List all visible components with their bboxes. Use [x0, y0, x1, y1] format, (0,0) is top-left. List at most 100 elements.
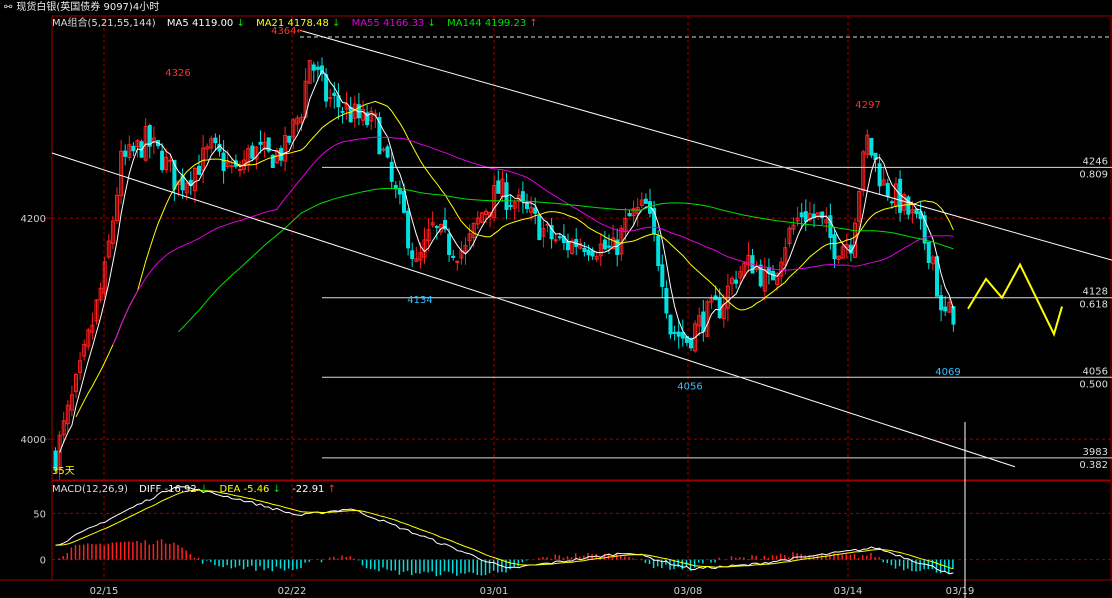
price-annotation: 4134	[407, 295, 432, 306]
candle-body	[775, 272, 780, 285]
candle-body	[783, 247, 788, 266]
candle-body	[369, 110, 374, 122]
diff-legend: DIFF -16.92 ↓	[139, 484, 208, 495]
candle-body	[508, 205, 513, 208]
ma5-legend: MA5 4119.00 ↓	[167, 18, 245, 29]
price-annotation: 4056	[677, 381, 702, 392]
candle-body	[65, 404, 70, 425]
candle-body	[225, 161, 230, 167]
candle-body	[61, 420, 66, 436]
candle-body	[221, 152, 226, 171]
candle-body	[385, 146, 390, 158]
candle-body	[86, 329, 91, 347]
chart-title-bar: ⚯ 现货白银(英国债券 9097)4小时	[0, 0, 1112, 16]
candle-body	[324, 74, 329, 102]
candle-body	[258, 141, 263, 145]
link-icon[interactable]: ⚯	[4, 2, 13, 13]
dea-legend: DEA -5.46 ↓	[220, 484, 282, 495]
candle-body	[566, 240, 570, 251]
dea-direction: ↓	[272, 484, 281, 495]
candle-body	[951, 306, 956, 325]
fib-price-label: 4246	[1083, 156, 1108, 167]
candle-body	[328, 96, 333, 100]
candle-body	[705, 301, 710, 337]
candle-body	[209, 138, 214, 149]
macd-tick-label: 0	[40, 556, 46, 567]
candle-body	[250, 145, 255, 159]
candle-body	[127, 144, 132, 158]
candle-body	[389, 161, 394, 182]
candle-body	[549, 225, 554, 240]
ma21-direction: ↓	[332, 18, 341, 29]
candle-body	[287, 135, 292, 143]
price-annotation: 4326	[165, 68, 190, 79]
candle-body	[94, 299, 99, 322]
candle-body	[668, 314, 673, 335]
candle-body	[229, 165, 234, 168]
candle-body	[414, 258, 419, 262]
candle-body	[402, 190, 406, 213]
candle-body	[889, 201, 894, 204]
fib-price-label: 3983	[1083, 447, 1108, 458]
candle-body	[541, 227, 546, 237]
candle-body	[164, 156, 169, 171]
candle-body	[213, 137, 218, 144]
candle-body	[881, 179, 886, 186]
candle-body	[730, 277, 734, 285]
ma55-legend: MA55 4166.33 ↓	[352, 18, 436, 29]
price-panel-frame	[51, 15, 1112, 481]
ma5-direction: ↓	[236, 18, 245, 29]
candle-body	[295, 117, 300, 125]
candle-body	[520, 191, 525, 202]
candle-body	[865, 134, 870, 155]
candle-body	[131, 145, 136, 152]
candle-body	[451, 255, 456, 258]
candle-body	[656, 235, 661, 267]
candle-body	[607, 245, 611, 248]
candle-body	[307, 59, 312, 84]
candle-body	[254, 146, 259, 160]
ma5-value: 4119.00	[191, 18, 234, 29]
date-label: 02/15	[90, 586, 119, 597]
period-label: 4小时	[132, 2, 160, 13]
candle-body	[143, 126, 148, 161]
candle-body	[381, 148, 386, 151]
candle-body	[484, 210, 488, 216]
fib-price-label: 4056	[1083, 366, 1108, 377]
candle-body	[90, 324, 95, 333]
candle-body	[820, 211, 825, 219]
candle-body	[586, 249, 591, 256]
candle-body	[492, 184, 497, 218]
candle-body	[861, 151, 866, 192]
candle-body	[176, 180, 181, 185]
candle-body	[611, 237, 616, 250]
candle-body	[594, 256, 599, 260]
candle-body	[590, 250, 595, 257]
ma5-label: MA5	[166, 18, 189, 29]
count-label: 35天	[52, 466, 75, 477]
ma144-label: MA144	[447, 18, 482, 29]
candle-body	[746, 254, 751, 266]
candle-body	[635, 206, 640, 215]
ma55-direction: ↓	[427, 18, 436, 29]
candle-body	[344, 103, 349, 110]
candle-body	[693, 323, 698, 352]
candle-body	[947, 301, 952, 313]
candle-body	[74, 374, 78, 392]
candle-body	[512, 202, 517, 209]
candle-body	[455, 260, 460, 264]
candle-body	[795, 217, 800, 222]
candle-body	[238, 168, 242, 171]
diff-value: -16.92	[164, 484, 197, 495]
candle-body	[910, 209, 915, 214]
candle-body	[299, 116, 304, 124]
candle-body	[475, 217, 480, 225]
price-annotation: 4069	[935, 367, 960, 378]
candle-body	[406, 210, 411, 249]
candle-body	[652, 207, 657, 234]
candle-body	[660, 264, 665, 287]
candle-body	[361, 108, 365, 121]
ma5-line	[59, 70, 954, 453]
candle-body	[340, 110, 345, 113]
